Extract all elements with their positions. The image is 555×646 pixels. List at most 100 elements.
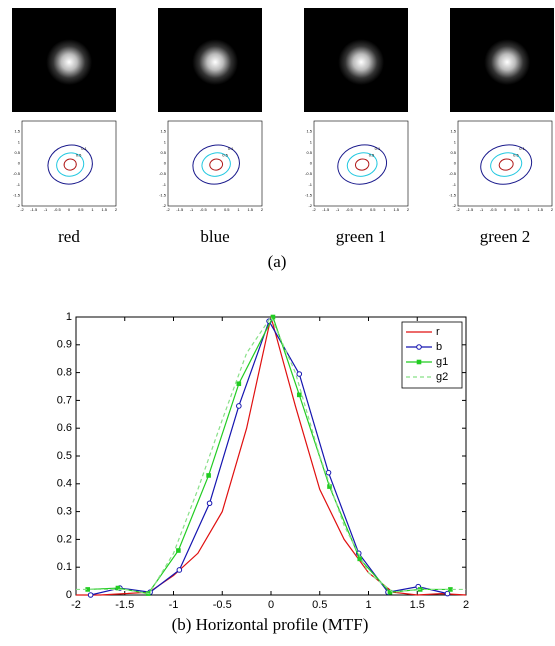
- contour-line: [209, 158, 224, 171]
- contour-x-tick-label: 0.5: [370, 207, 376, 212]
- contour-x-tick-label: -0.5: [200, 207, 208, 212]
- psf-image: [158, 8, 262, 112]
- contour-y-tick-label: -0.5: [159, 171, 167, 176]
- contour-level-label: 0.5: [369, 152, 375, 157]
- contour-x-tick-label: 1.5: [537, 207, 543, 212]
- contour-line: [47, 144, 93, 185]
- caption-b: (b) Horizontal profile (MTF): [172, 615, 369, 634]
- contour-x-tick-label: 2: [261, 207, 264, 212]
- contour-x-tick-label: 1: [237, 207, 240, 212]
- point: [206, 500, 213, 507]
- contour-x-tick-label: -2: [312, 207, 316, 212]
- contour-y-tick-label: 0: [310, 161, 313, 166]
- contour-y-tick-label: 0: [454, 161, 457, 166]
- point: [206, 473, 211, 478]
- contour-y-tick-label: 1: [164, 139, 167, 144]
- y-tick-label: 0.2: [57, 533, 72, 545]
- x-tick-label: -1.5: [115, 599, 134, 611]
- contour-y-tick-label: -2: [16, 203, 20, 208]
- contour-x-tick-label: -2: [166, 207, 170, 212]
- psf-image: [12, 8, 116, 112]
- contour-x-tick-label: -1.5: [322, 207, 330, 212]
- contour-y-tick-label: 1: [310, 139, 313, 144]
- psf-image: [304, 8, 408, 112]
- contour-y-tick-label: -2: [308, 203, 312, 208]
- contour-y-tick-label: 0: [18, 161, 21, 166]
- contour-frame: [313, 120, 409, 207]
- panel-label: blue: [200, 227, 229, 246]
- series-line: [90, 319, 448, 596]
- contour-x-tick-label: -1: [480, 207, 484, 212]
- contour-y-tick-label: -1: [16, 182, 20, 187]
- y-tick-label: 0.9: [57, 339, 72, 351]
- y-tick-label: 0.1: [57, 561, 72, 573]
- point: [357, 556, 363, 562]
- point: [416, 344, 422, 350]
- contour-line: [337, 144, 388, 185]
- contour-x-tick-label: 0: [68, 207, 71, 212]
- contour-level-label: 0.1: [375, 146, 381, 151]
- contour-y-tick-label: -0.5: [305, 171, 313, 176]
- contour-y-tick-label: 1.5: [160, 129, 166, 134]
- contour-y-tick-label: -1.5: [305, 192, 313, 197]
- contour-level-label: 0.5: [76, 152, 82, 157]
- contour-y-tick-label: -1.5: [449, 192, 457, 197]
- point: [444, 590, 451, 597]
- contour-line: [355, 158, 370, 171]
- contour-x-tick-label: 1: [383, 207, 386, 212]
- point: [448, 587, 453, 592]
- series-line: [76, 315, 466, 595]
- contour-x-tick-label: 1.5: [393, 207, 399, 212]
- y-tick-label: 0.8: [57, 367, 72, 379]
- contour-y-tick-label: 0: [164, 161, 167, 166]
- contour-x-tick-label: 0.5: [78, 207, 84, 212]
- point: [327, 484, 332, 489]
- contour-x-tick-label: -1.5: [176, 207, 184, 212]
- contour-x-tick-label: 2: [115, 207, 118, 212]
- contour-level-label: 0.1: [228, 146, 234, 151]
- legend-label: r: [436, 326, 440, 338]
- contour-y-tick-label: -0.5: [13, 171, 21, 176]
- contour-level-label: 0.5: [222, 152, 228, 157]
- contour-x-tick-label: -0.5: [490, 207, 498, 212]
- contour-frame: [167, 120, 263, 207]
- contour-y-tick-label: -2: [162, 203, 166, 208]
- contour-y-tick-label: -1.5: [159, 192, 167, 197]
- contour-line: [346, 152, 378, 177]
- legend-box: [401, 321, 463, 389]
- contour-x-tick-label: -1: [190, 207, 194, 212]
- point: [236, 381, 242, 387]
- x-tick-label: 1: [365, 599, 371, 611]
- contour-line: [63, 158, 77, 171]
- contour-y-tick-label: -0.5: [449, 171, 457, 176]
- contour-x-tick-label: -1.5: [30, 207, 38, 212]
- contour-x-tick-label: -0.5: [346, 207, 354, 212]
- point: [115, 585, 121, 591]
- y-tick-label: 0.5: [57, 450, 72, 462]
- contour-line: [490, 152, 523, 177]
- y-tick-label: 0.3: [57, 506, 72, 518]
- contour-y-tick-label: -1.5: [13, 192, 21, 197]
- contour-x-tick-label: -1: [44, 207, 48, 212]
- contour-y-tick-label: 0.5: [450, 150, 456, 155]
- point: [325, 469, 332, 476]
- contour-level-label: 0.1: [519, 146, 525, 151]
- x-tick-label: 2: [463, 599, 469, 611]
- contour-line: [498, 158, 514, 171]
- contour-y-tick-label: 1.5: [14, 129, 20, 134]
- contour-line: [480, 144, 533, 185]
- contour-line: [192, 144, 240, 185]
- contour-x-tick-label: -1.5: [466, 207, 474, 212]
- point: [176, 567, 183, 573]
- point: [416, 359, 422, 365]
- legend-label: g2: [436, 371, 448, 383]
- y-tick-label: 0.6: [57, 422, 72, 434]
- contour-y-tick-label: 1: [454, 139, 457, 144]
- point: [87, 592, 94, 598]
- contour-line: [201, 152, 231, 177]
- legend-label: b: [436, 341, 442, 353]
- contour-x-tick-label: -2: [456, 207, 460, 212]
- contour-x-tick-label: 0: [360, 207, 363, 212]
- contour-y-tick-label: 0.5: [160, 150, 166, 155]
